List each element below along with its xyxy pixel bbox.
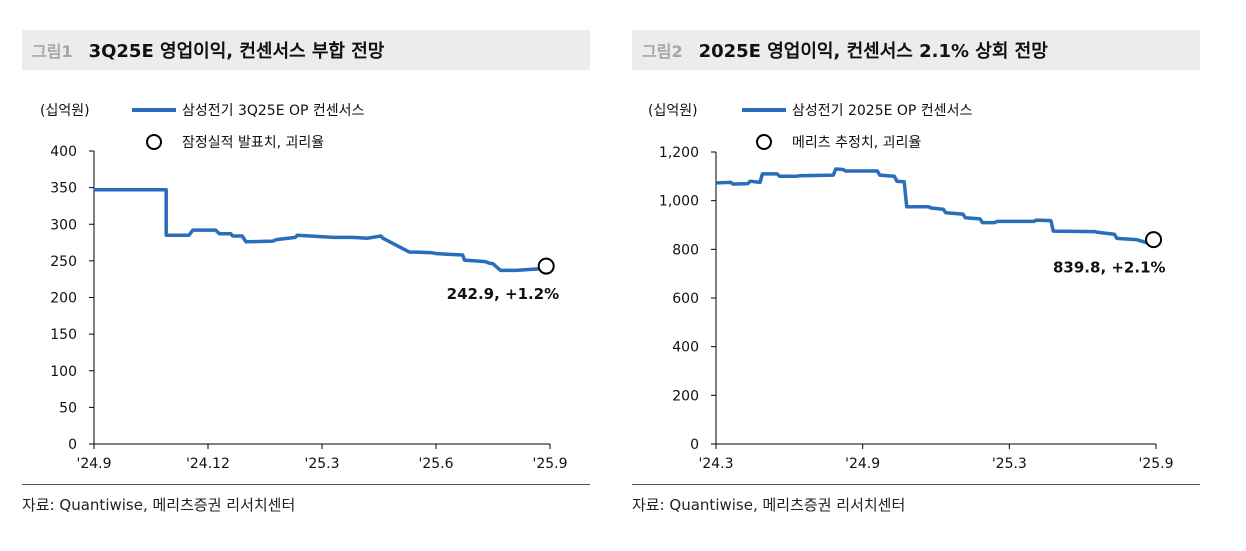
footer-divider bbox=[22, 484, 590, 485]
y-tick-label: 600 bbox=[672, 291, 699, 307]
unit-label: (십억원) bbox=[648, 103, 698, 119]
figure-title: 3Q25E 영업이익, 컨센서스 부합 전망 bbox=[88, 41, 385, 62]
x-tick-label: '25.9 bbox=[1138, 456, 1173, 472]
y-tick-label: 400 bbox=[672, 340, 699, 356]
figure-title-bar: 그림1 3Q25E 영업이익, 컨센서스 부합 전망 bbox=[22, 30, 590, 70]
y-tick-label: 100 bbox=[50, 364, 77, 380]
legend-marker-label: 메리츠 추정치, 괴리율 bbox=[792, 135, 921, 151]
figure-number: 그림2 bbox=[642, 42, 683, 61]
y-tick-label: 50 bbox=[59, 400, 77, 416]
y-tick-label: 1,000 bbox=[659, 194, 699, 210]
y-tick-label: 800 bbox=[672, 242, 699, 258]
y-tick-label: 200 bbox=[672, 388, 699, 404]
footer-divider bbox=[632, 484, 1200, 485]
x-tick-label: '24.3 bbox=[698, 456, 733, 472]
y-tick-label: 400 bbox=[50, 144, 77, 160]
source-note: 자료: Quantiwise, 메리츠증권 리서치센터 bbox=[632, 496, 906, 514]
x-tick-label: '24.12 bbox=[186, 456, 230, 472]
x-tick-label: '24.9 bbox=[845, 456, 880, 472]
legend-marker-swatch bbox=[146, 134, 162, 150]
legend-series-label: 삼성전기 2025E OP 컨센서스 bbox=[792, 103, 972, 119]
x-tick-label: '25.9 bbox=[532, 456, 567, 472]
y-tick-label: 0 bbox=[690, 437, 699, 453]
marker-point bbox=[537, 257, 555, 275]
figure-title-bar: 그림2 2025E 영업이익, 컨센서스 2.1% 상회 전망 bbox=[632, 30, 1200, 70]
y-tick-label: 200 bbox=[50, 291, 77, 307]
chart-panel-2: 그림2 2025E 영업이익, 컨센서스 2.1% 상회 전망 (십억원) 삼성전… bbox=[632, 0, 1202, 551]
x-tick-label: '25.3 bbox=[992, 456, 1027, 472]
marker-data-label: 839.8, +2.1% bbox=[1053, 259, 1166, 277]
figure-title: 2025E 영업이익, 컨센서스 2.1% 상회 전망 bbox=[698, 41, 1048, 62]
marker-data-label: 242.9, +1.2% bbox=[447, 285, 560, 303]
series-line bbox=[715, 167, 1152, 246]
figure-number: 그림1 bbox=[32, 42, 73, 61]
y-tick-label: 150 bbox=[50, 327, 77, 343]
marker-point bbox=[1145, 231, 1163, 249]
legend-marker-label: 잠정실적 발표치, 괴리율 bbox=[182, 135, 324, 151]
source-note: 자료: Quantiwise, 메리츠증권 리서치센터 bbox=[22, 496, 296, 514]
series-line bbox=[94, 188, 539, 273]
y-tick-label: 250 bbox=[50, 254, 77, 270]
y-tick-label: 300 bbox=[50, 217, 77, 233]
x-tick-label: '24.9 bbox=[76, 456, 111, 472]
chart-panel-1: 그림1 3Q25E 영업이익, 컨센서스 부합 전망 (십억원) 삼성전기 3Q2… bbox=[22, 0, 592, 551]
y-tick-label: 0 bbox=[68, 437, 77, 453]
x-tick-label: '25.3 bbox=[304, 456, 339, 472]
unit-label: (십억원) bbox=[40, 103, 90, 119]
x-tick-label: '25.6 bbox=[418, 456, 453, 472]
y-tick-label: 350 bbox=[50, 181, 77, 197]
y-tick-label: 1,200 bbox=[659, 145, 699, 161]
legend-series-label: 삼성전기 3Q25E OP 컨센서스 bbox=[182, 103, 365, 119]
legend-marker-swatch bbox=[756, 134, 772, 150]
